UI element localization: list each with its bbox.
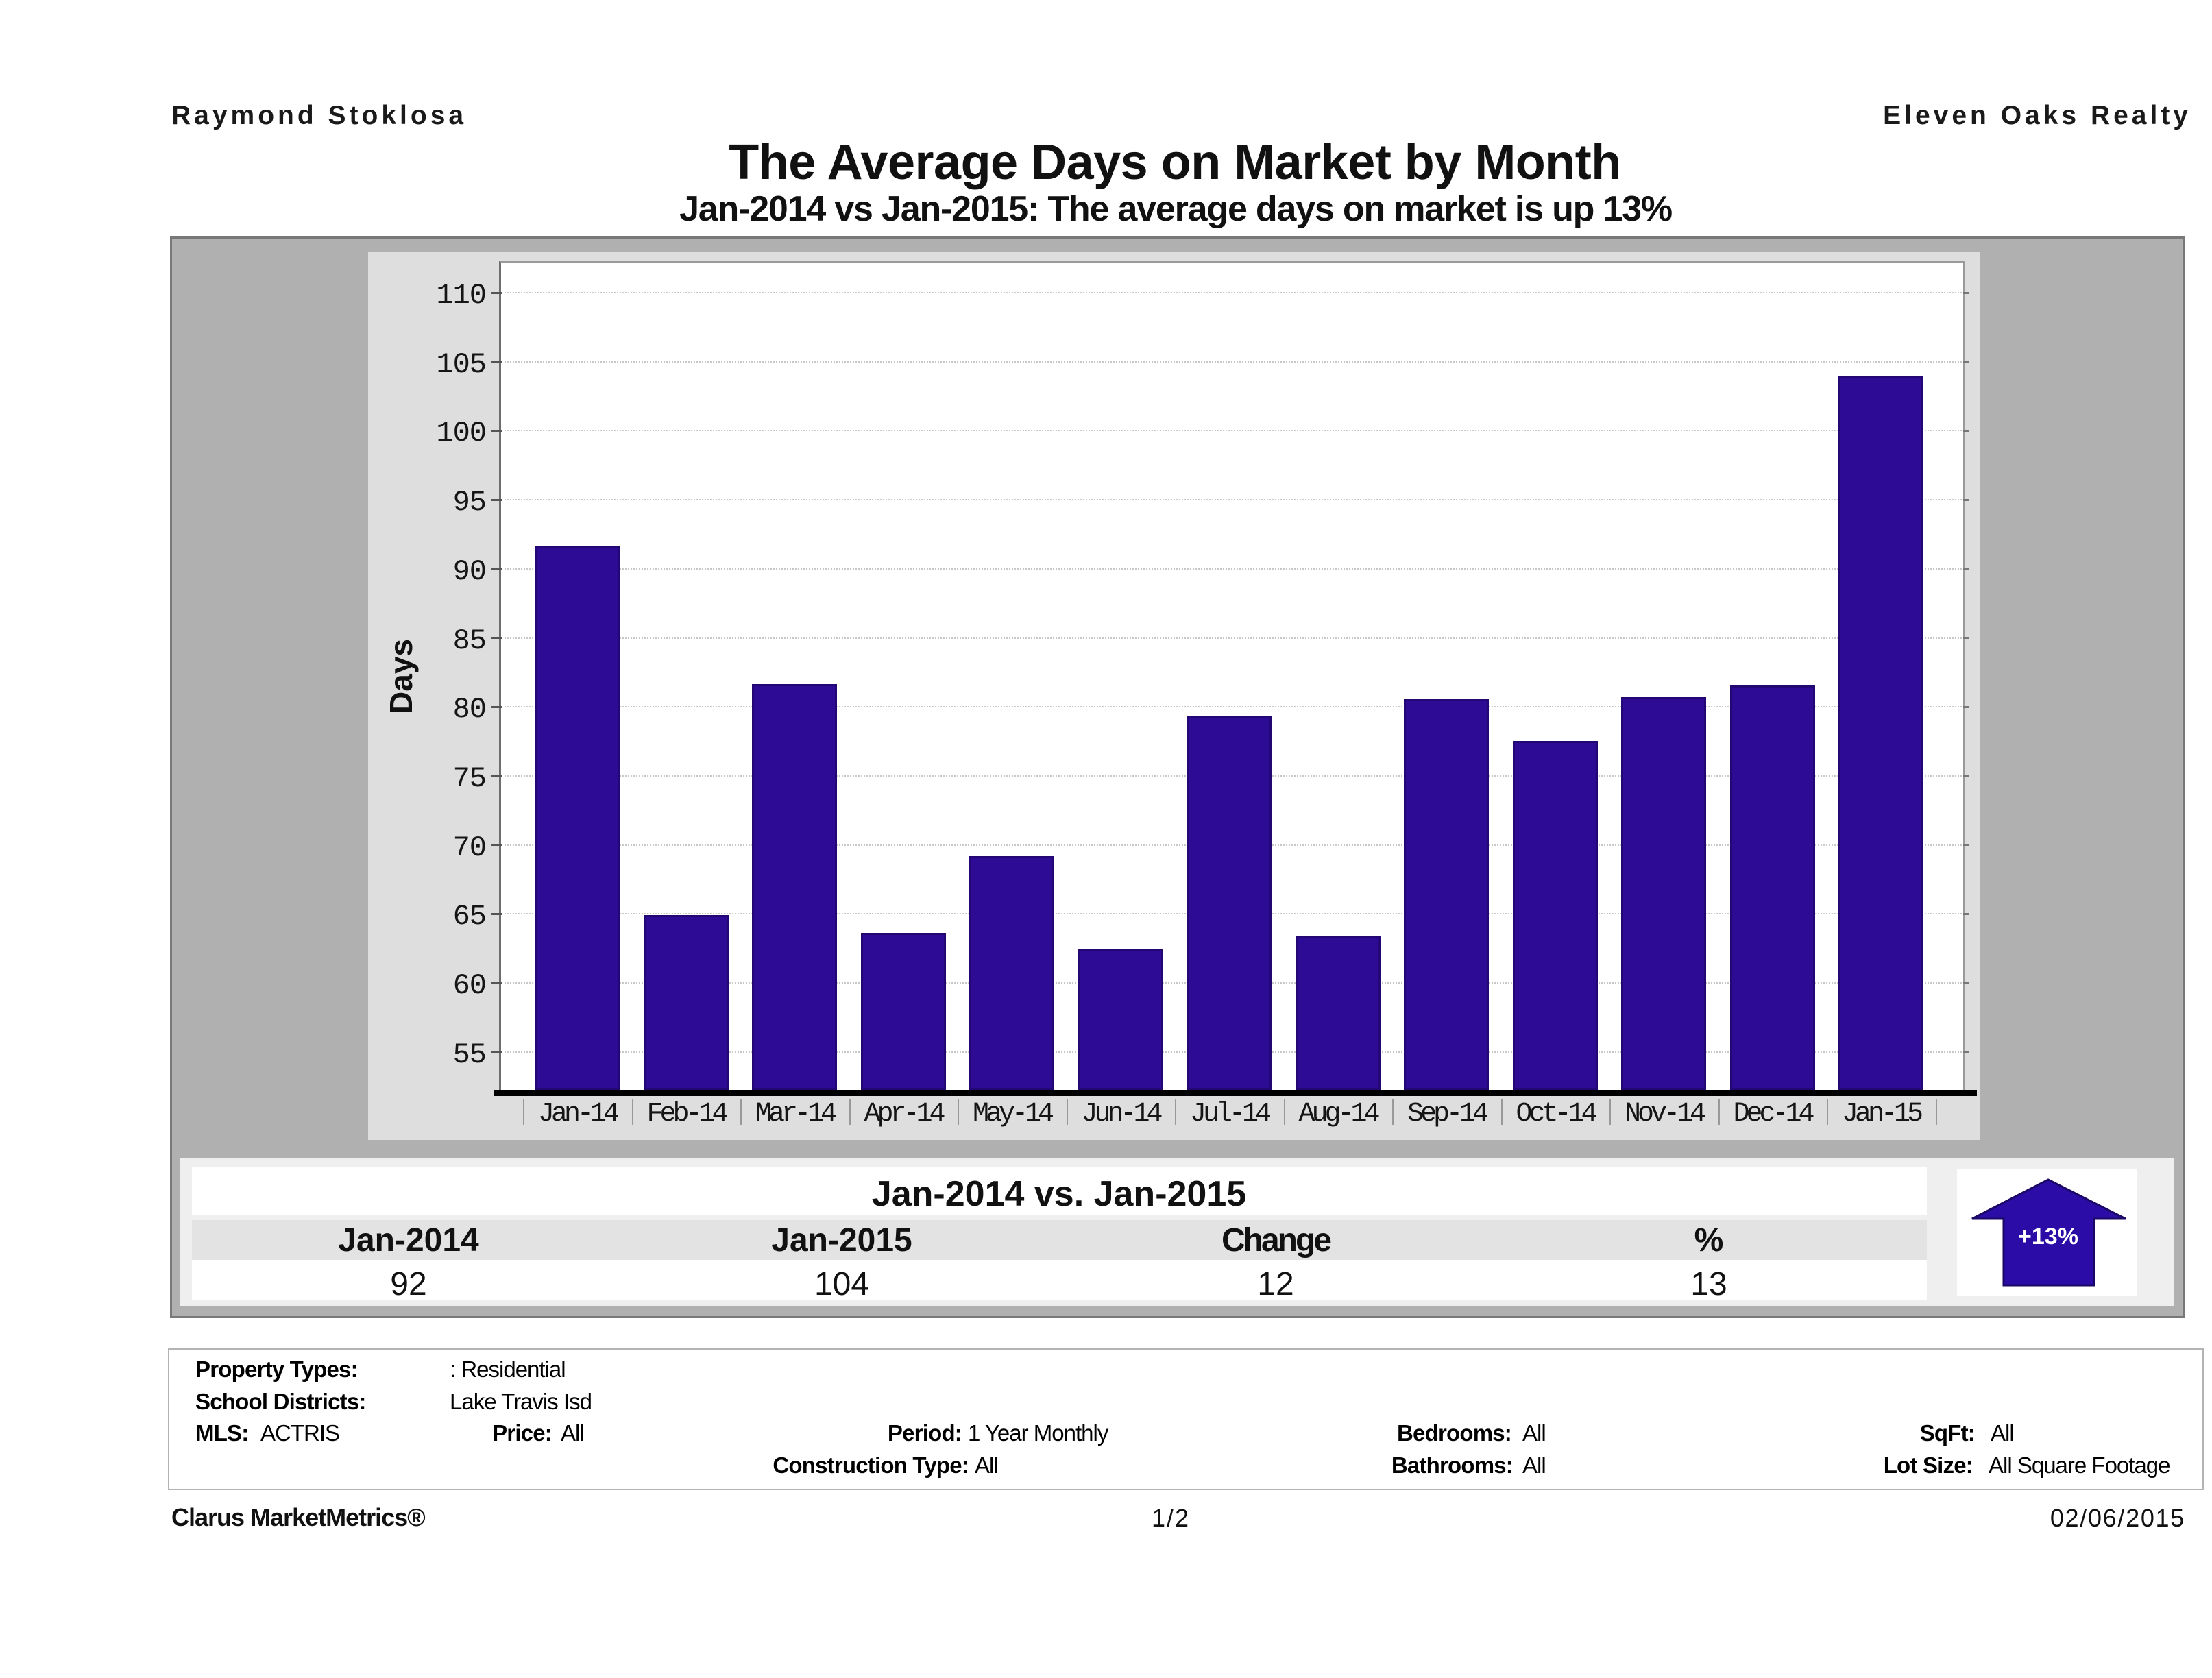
- svg-text:+13%: +13%: [2018, 1224, 2078, 1250]
